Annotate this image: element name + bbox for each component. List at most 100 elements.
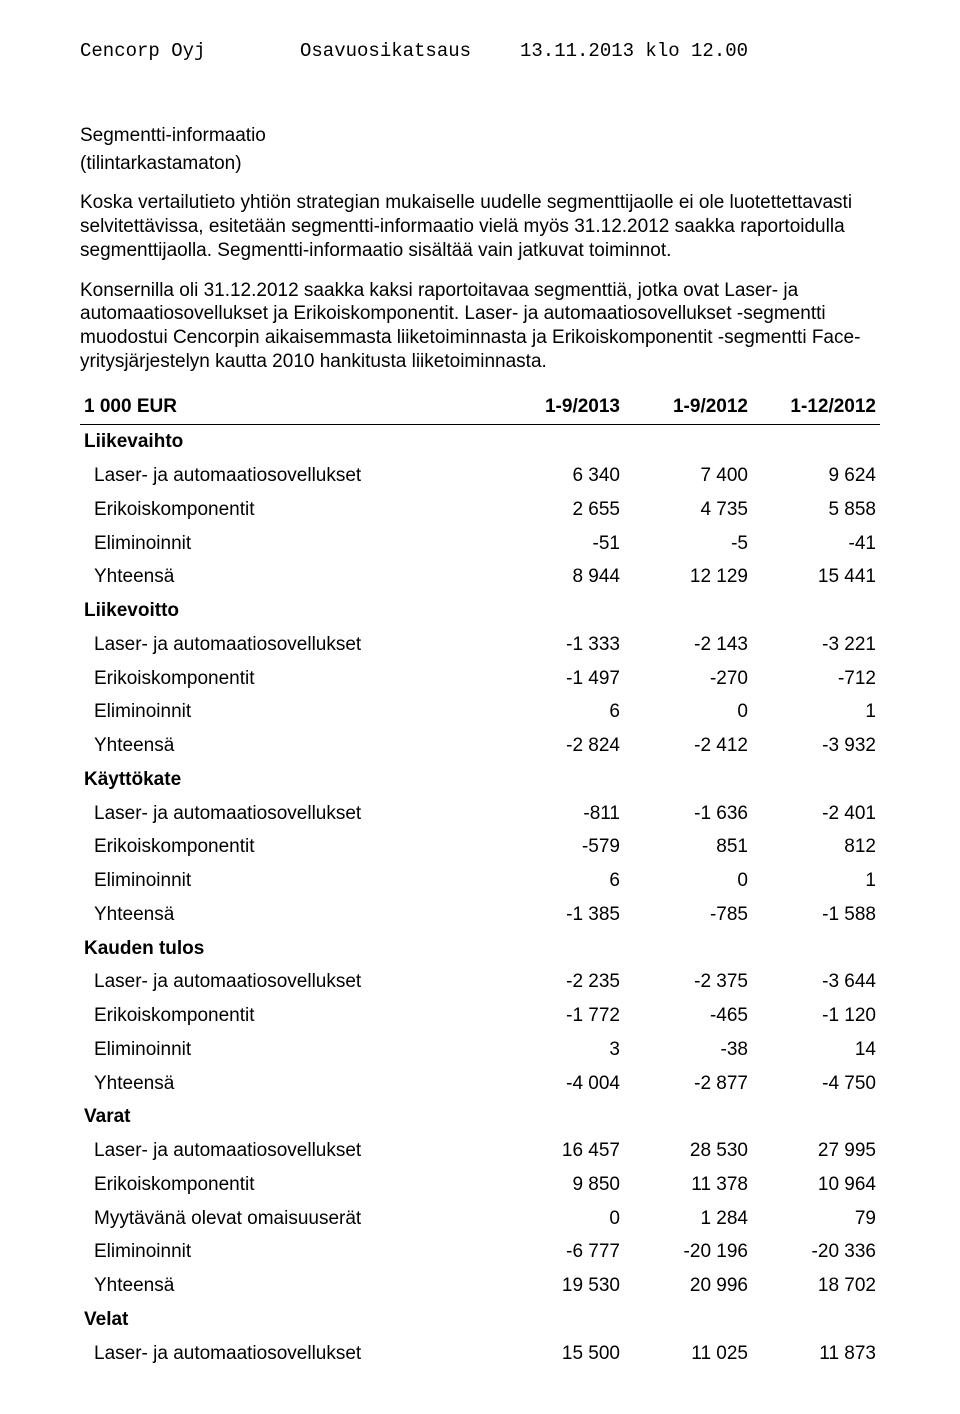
cell-value: 7 400 xyxy=(624,459,752,493)
table-header-row: 1 000 EUR 1-9/2013 1-9/2012 1-12/2012 xyxy=(80,390,880,425)
cell-value: 812 xyxy=(752,830,880,864)
cell-value: 18 702 xyxy=(752,1269,880,1303)
cell-value: 16 457 xyxy=(496,1134,624,1168)
cell-value: -811 xyxy=(496,797,624,831)
cell-value: 27 995 xyxy=(752,1134,880,1168)
table-row: Laser- ja automaatiosovellukset16 45728 … xyxy=(80,1134,880,1168)
cell-value: -6 777 xyxy=(496,1235,624,1269)
cell-value: -2 375 xyxy=(624,965,752,999)
cell-value: -579 xyxy=(496,830,624,864)
table-row: Eliminoinnit-6 777-20 196-20 336 xyxy=(80,1235,880,1269)
document-page: Cencorp Oyj Osavuosikatsaus 13.11.2013 k… xyxy=(0,0,960,1414)
table-row: Erikoiskomponentit-1 497-270-712 xyxy=(80,662,880,696)
cell-value: 28 530 xyxy=(624,1134,752,1168)
cell-value: 9 624 xyxy=(752,459,880,493)
cell-value: 6 340 xyxy=(496,459,624,493)
cell-value: -41 xyxy=(752,527,880,561)
row-label: Myytävänä olevat omaisuuserät xyxy=(80,1202,496,1236)
cell-value: -465 xyxy=(624,999,752,1033)
table-row: Myytävänä olevat omaisuuserät01 28479 xyxy=(80,1202,880,1236)
cell-value: 10 964 xyxy=(752,1168,880,1202)
cell-value: -785 xyxy=(624,898,752,932)
cell-value: -2 824 xyxy=(496,729,624,763)
row-label: Yhteensä xyxy=(80,1269,496,1303)
cell-value: 12 129 xyxy=(624,560,752,594)
col-head-label: 1 000 EUR xyxy=(80,390,496,425)
cell-value: 0 xyxy=(496,1202,624,1236)
table-row: Laser- ja automaatiosovellukset-1 333-2 … xyxy=(80,628,880,662)
cell-value: -2 412 xyxy=(624,729,752,763)
cell-value: 2 655 xyxy=(496,493,624,527)
table-row: Eliminoinnit601 xyxy=(80,864,880,898)
cell-value: -712 xyxy=(752,662,880,696)
table-row: Yhteensä8 94412 12915 441 xyxy=(80,560,880,594)
section-subnote: (tilintarkastamaton) xyxy=(80,152,880,176)
group-label: Kauden tulos xyxy=(80,932,880,966)
row-label: Eliminoinnit xyxy=(80,527,496,561)
cell-value: -1 772 xyxy=(496,999,624,1033)
cell-value: 20 996 xyxy=(624,1269,752,1303)
company-name: Cencorp Oyj xyxy=(80,40,300,64)
row-label: Erikoiskomponentit xyxy=(80,662,496,696)
row-label: Eliminoinnit xyxy=(80,1235,496,1269)
row-label: Yhteensä xyxy=(80,560,496,594)
cell-value: -4 004 xyxy=(496,1067,624,1101)
cell-value: -1 120 xyxy=(752,999,880,1033)
cell-value: 0 xyxy=(624,864,752,898)
cell-value: 1 284 xyxy=(624,1202,752,1236)
row-label: Erikoiskomponentit xyxy=(80,830,496,864)
paragraph-2: Konsernilla oli 31.12.2012 saakka kaksi … xyxy=(80,279,880,374)
table-row: Yhteensä19 53020 99618 702 xyxy=(80,1269,880,1303)
table-row: Laser- ja automaatiosovellukset15 50011 … xyxy=(80,1337,880,1371)
cell-value: -5 xyxy=(624,527,752,561)
table-group-row: Liikevaihto xyxy=(80,425,880,459)
table-group-row: Varat xyxy=(80,1100,880,1134)
cell-value: -1 333 xyxy=(496,628,624,662)
col-head-2: 1-9/2012 xyxy=(624,390,752,425)
cell-value: -4 750 xyxy=(752,1067,880,1101)
cell-value: -51 xyxy=(496,527,624,561)
cell-value: -2 143 xyxy=(624,628,752,662)
table-row: Laser- ja automaatiosovellukset-811-1 63… xyxy=(80,797,880,831)
table-row: Laser- ja automaatiosovellukset-2 235-2 … xyxy=(80,965,880,999)
table-group-row: Velat xyxy=(80,1303,880,1337)
row-label: Laser- ja automaatiosovellukset xyxy=(80,628,496,662)
cell-value: -38 xyxy=(624,1033,752,1067)
group-label: Varat xyxy=(80,1100,880,1134)
col-head-1: 1-9/2013 xyxy=(496,390,624,425)
cell-value: -1 636 xyxy=(624,797,752,831)
cell-value: -3 644 xyxy=(752,965,880,999)
cell-value: 4 735 xyxy=(624,493,752,527)
table-row: Eliminoinnit3-3814 xyxy=(80,1033,880,1067)
row-label: Yhteensä xyxy=(80,898,496,932)
row-label: Eliminoinnit xyxy=(80,695,496,729)
cell-value: 14 xyxy=(752,1033,880,1067)
col-head-3: 1-12/2012 xyxy=(752,390,880,425)
row-label: Laser- ja automaatiosovellukset xyxy=(80,1337,496,1371)
cell-value: -3 932 xyxy=(752,729,880,763)
document-header: Cencorp Oyj Osavuosikatsaus 13.11.2013 k… xyxy=(80,40,880,64)
cell-value: 1 xyxy=(752,695,880,729)
cell-value: 6 xyxy=(496,864,624,898)
cell-value: -20 196 xyxy=(624,1235,752,1269)
cell-value: 11 873 xyxy=(752,1337,880,1371)
cell-value: 3 xyxy=(496,1033,624,1067)
group-label: Liikevoitto xyxy=(80,594,880,628)
table-row: Erikoiskomponentit2 6554 7355 858 xyxy=(80,493,880,527)
table-row: Eliminoinnit601 xyxy=(80,695,880,729)
cell-value: -1 497 xyxy=(496,662,624,696)
table-group-row: Liikevoitto xyxy=(80,594,880,628)
table-row: Laser- ja automaatiosovellukset6 3407 40… xyxy=(80,459,880,493)
cell-value: 1 xyxy=(752,864,880,898)
cell-value: -20 336 xyxy=(752,1235,880,1269)
table-group-row: Käyttökate xyxy=(80,763,880,797)
table-row: Erikoiskomponentit9 85011 37810 964 xyxy=(80,1168,880,1202)
cell-value: 5 858 xyxy=(752,493,880,527)
row-label: Yhteensä xyxy=(80,729,496,763)
row-label: Laser- ja automaatiosovellukset xyxy=(80,965,496,999)
cell-value: -2 877 xyxy=(624,1067,752,1101)
cell-value: -1 385 xyxy=(496,898,624,932)
cell-value: 851 xyxy=(624,830,752,864)
cell-value: -1 588 xyxy=(752,898,880,932)
cell-value: 11 025 xyxy=(624,1337,752,1371)
